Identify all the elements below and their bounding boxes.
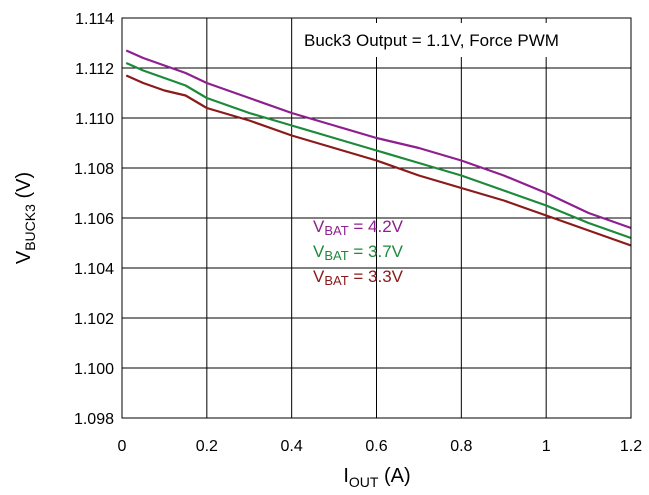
- x-tick-label: 0: [118, 438, 127, 455]
- y-tick-label: 1.114: [75, 11, 114, 28]
- plot-frame: [121, 17, 632, 419]
- series-layer: [125, 49, 632, 247]
- x-tick-label: 1: [542, 438, 551, 455]
- x-tick-label: 1.2: [620, 438, 642, 455]
- legend: VBAT = 4.2V VBAT = 3.7V VBAT = 3.3V: [313, 217, 404, 288]
- y-tick-label: 1.102: [74, 311, 114, 328]
- y-axis-label: VBUCK3 (V): [13, 172, 38, 264]
- annotation-text: Buck3 Output = 1.1V, Force PWM: [304, 31, 559, 50]
- annotation-background: [296, 23, 626, 57]
- legend-entry: VBAT = 4.2V: [313, 217, 404, 238]
- y-tick-label: 1.106: [74, 211, 114, 228]
- y-tick-label: 1.110: [75, 111, 114, 128]
- x-axis-label-unit: (A): [378, 465, 410, 487]
- y-axis-label-sub: BUCK3: [22, 204, 38, 251]
- y-axis-label-unit: (V): [13, 172, 35, 204]
- x-tick-label: 0.4: [281, 438, 303, 455]
- y-tick-label: 1.100: [74, 361, 114, 378]
- y-tick-label: 1.104: [74, 261, 114, 278]
- y-axis-label-main: V: [13, 250, 35, 264]
- annotation-box: Buck3 Output = 1.1V, Force PWM: [296, 23, 626, 57]
- series-line: [125, 74, 632, 247]
- x-axis-label-main: I: [343, 465, 349, 487]
- y-tick-label: 1.112: [75, 61, 114, 78]
- y-tick-label: 1.098: [74, 411, 114, 428]
- legend-entry: VBAT = 3.3V: [313, 267, 404, 288]
- x-tick-label: 0.6: [365, 438, 387, 455]
- x-tick-label: 0.8: [450, 438, 472, 455]
- grid-lines: [122, 18, 631, 418]
- x-tick-label: 0.2: [196, 438, 218, 455]
- y-tick-label: 1.108: [74, 161, 114, 178]
- series-line: [125, 61, 632, 240]
- x-axis-label-sub: OUT: [349, 474, 379, 490]
- series-line: [125, 49, 632, 230]
- legend-entry: VBAT = 3.7V: [313, 242, 404, 263]
- tick-labels: 1.098 1.100 1.102 1.104 1.106 1.108 1.110 1.112…: [74, 11, 642, 455]
- x-axis-label: IOUT (A): [343, 465, 410, 490]
